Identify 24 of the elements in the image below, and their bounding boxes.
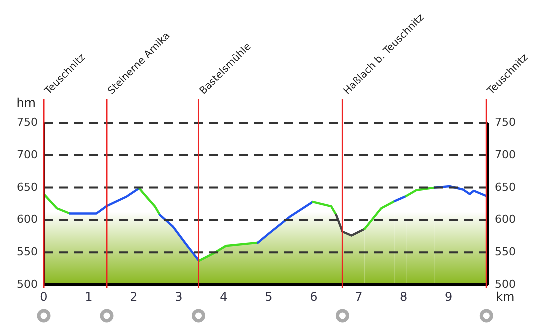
y2-tick-label: 500 <box>495 278 516 292</box>
x-tick-label: 8 <box>400 290 408 304</box>
x-tick-label: 3 <box>175 290 183 304</box>
x-tick-label: 2 <box>130 290 138 304</box>
x-tick-label: 5 <box>265 290 273 304</box>
y-axis-title: hm <box>16 96 36 110</box>
y2-tick-label: 600 <box>495 213 516 226</box>
y-tick-label: 500 <box>17 278 38 292</box>
y2-tick-label: 700 <box>495 148 516 162</box>
y-tick-label: 700 <box>17 148 38 162</box>
y-tick-label: 600 <box>17 213 38 226</box>
x-tick-label: 4 <box>220 290 228 304</box>
y-tick-label: 550 <box>17 246 38 259</box>
y-tick-label: 650 <box>17 180 38 194</box>
x-axis-title: km <box>496 290 515 304</box>
x-tick-label: 7 <box>355 290 363 304</box>
x-tick-label: 9 <box>445 290 453 304</box>
x-tick-label: 1 <box>85 290 93 304</box>
y-tick-label: 750 <box>17 116 38 130</box>
y2-tick-label: 650 <box>495 180 516 194</box>
y2-tick-label: 750 <box>495 116 516 130</box>
y2-tick-label: 550 <box>495 246 516 259</box>
x-tick-label: 6 <box>310 290 318 304</box>
x-tick-label: 0 <box>40 290 48 304</box>
